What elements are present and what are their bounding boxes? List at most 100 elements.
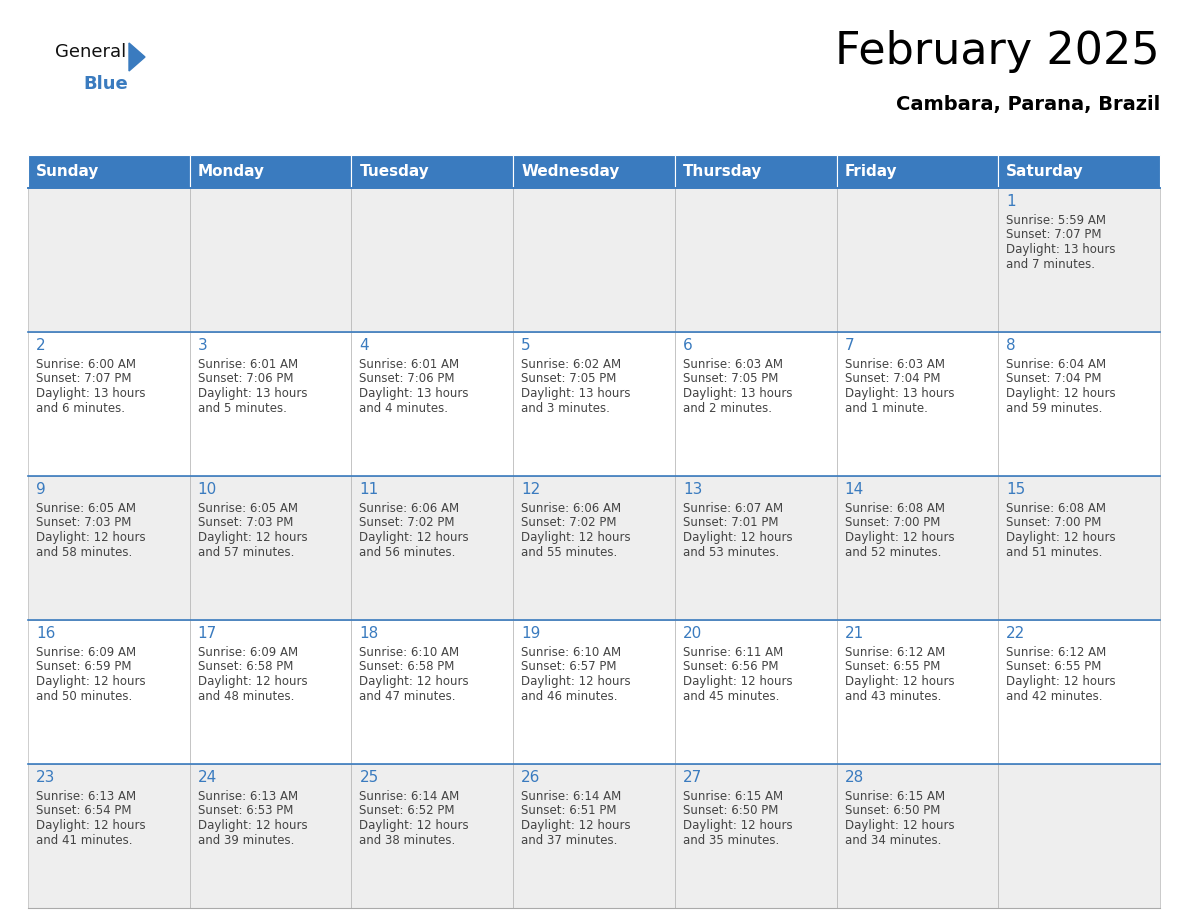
Text: February 2025: February 2025	[835, 30, 1159, 73]
Text: and 55 minutes.: and 55 minutes.	[522, 545, 618, 558]
Text: Sunday: Sunday	[36, 164, 100, 179]
Text: Sunrise: 6:03 AM: Sunrise: 6:03 AM	[683, 358, 783, 371]
Text: Daylight: 12 hours: Daylight: 12 hours	[1006, 675, 1116, 688]
Text: Daylight: 12 hours: Daylight: 12 hours	[197, 819, 308, 832]
Text: and 5 minutes.: and 5 minutes.	[197, 401, 286, 415]
Text: 8: 8	[1006, 338, 1016, 353]
Text: Daylight: 12 hours: Daylight: 12 hours	[845, 531, 954, 544]
Text: and 1 minute.: and 1 minute.	[845, 401, 928, 415]
Bar	[998, 476, 1159, 620]
Bar	[998, 620, 1159, 764]
Text: Sunrise: 6:13 AM: Sunrise: 6:13 AM	[36, 790, 137, 803]
Text: Sunset: 6:53 PM: Sunset: 6:53 PM	[197, 804, 293, 818]
Text: Daylight: 12 hours: Daylight: 12 hours	[522, 819, 631, 832]
Text: and 50 minutes.: and 50 minutes.	[36, 689, 132, 702]
Bar	[998, 188, 1159, 332]
Text: Daylight: 12 hours: Daylight: 12 hours	[197, 531, 308, 544]
Text: Sunrise: 6:14 AM: Sunrise: 6:14 AM	[522, 790, 621, 803]
Text: and 43 minutes.: and 43 minutes.	[845, 689, 941, 702]
Text: Sunrise: 6:02 AM: Sunrise: 6:02 AM	[522, 358, 621, 371]
Text: Daylight: 12 hours: Daylight: 12 hours	[360, 675, 469, 688]
Text: and 52 minutes.: and 52 minutes.	[845, 545, 941, 558]
Text: Daylight: 13 hours: Daylight: 13 hours	[683, 387, 792, 400]
Bar	[29, 155, 190, 188]
Bar	[513, 155, 675, 188]
Polygon shape	[129, 43, 145, 71]
Text: Sunrise: 6:08 AM: Sunrise: 6:08 AM	[845, 502, 944, 515]
Text: Saturday: Saturday	[1006, 164, 1083, 179]
Text: Daylight: 12 hours: Daylight: 12 hours	[36, 531, 146, 544]
Text: and 41 minutes.: and 41 minutes.	[36, 834, 133, 846]
Text: Sunrise: 6:10 AM: Sunrise: 6:10 AM	[360, 646, 460, 659]
Bar	[675, 476, 836, 620]
Text: and 56 minutes.: and 56 minutes.	[360, 545, 456, 558]
Text: and 4 minutes.: and 4 minutes.	[360, 401, 448, 415]
Bar	[513, 332, 675, 476]
Text: Sunset: 6:57 PM: Sunset: 6:57 PM	[522, 660, 617, 674]
Text: 7: 7	[845, 338, 854, 353]
Text: Sunset: 6:50 PM: Sunset: 6:50 PM	[845, 804, 940, 818]
Bar	[29, 476, 190, 620]
Text: 19: 19	[522, 626, 541, 641]
Text: 1: 1	[1006, 194, 1016, 209]
Text: Sunset: 6:56 PM: Sunset: 6:56 PM	[683, 660, 778, 674]
Text: and 38 minutes.: and 38 minutes.	[360, 834, 456, 846]
Text: Daylight: 12 hours: Daylight: 12 hours	[845, 675, 954, 688]
Text: Sunrise: 6:06 AM: Sunrise: 6:06 AM	[522, 502, 621, 515]
Text: Sunset: 6:54 PM: Sunset: 6:54 PM	[36, 804, 132, 818]
Text: Sunrise: 6:12 AM: Sunrise: 6:12 AM	[1006, 646, 1106, 659]
Text: 17: 17	[197, 626, 217, 641]
Text: Sunset: 7:03 PM: Sunset: 7:03 PM	[36, 517, 132, 530]
Text: and 57 minutes.: and 57 minutes.	[197, 545, 295, 558]
Text: 21: 21	[845, 626, 864, 641]
Bar	[675, 155, 836, 188]
Text: and 46 minutes.: and 46 minutes.	[522, 689, 618, 702]
Bar	[352, 188, 513, 332]
Bar	[190, 620, 352, 764]
Text: Sunset: 7:07 PM: Sunset: 7:07 PM	[1006, 229, 1101, 241]
Text: and 3 minutes.: and 3 minutes.	[522, 401, 609, 415]
Bar	[352, 332, 513, 476]
Bar	[836, 476, 998, 620]
Bar	[190, 188, 352, 332]
Text: Daylight: 12 hours: Daylight: 12 hours	[683, 675, 792, 688]
Text: Daylight: 12 hours: Daylight: 12 hours	[683, 531, 792, 544]
Bar	[998, 155, 1159, 188]
Text: Sunrise: 6:10 AM: Sunrise: 6:10 AM	[522, 646, 621, 659]
Text: 2: 2	[36, 338, 45, 353]
Bar	[836, 332, 998, 476]
Text: Sunset: 7:03 PM: Sunset: 7:03 PM	[197, 517, 293, 530]
Text: 26: 26	[522, 770, 541, 785]
Text: Sunrise: 6:13 AM: Sunrise: 6:13 AM	[197, 790, 298, 803]
Text: Sunrise: 6:03 AM: Sunrise: 6:03 AM	[845, 358, 944, 371]
Text: 25: 25	[360, 770, 379, 785]
Text: Sunrise: 6:04 AM: Sunrise: 6:04 AM	[1006, 358, 1106, 371]
Text: Daylight: 12 hours: Daylight: 12 hours	[360, 531, 469, 544]
Bar	[836, 188, 998, 332]
Bar	[675, 332, 836, 476]
Text: Sunset: 7:05 PM: Sunset: 7:05 PM	[522, 373, 617, 386]
Text: 5: 5	[522, 338, 531, 353]
Text: Daylight: 12 hours: Daylight: 12 hours	[197, 675, 308, 688]
Text: and 37 minutes.: and 37 minutes.	[522, 834, 618, 846]
Text: Sunrise: 6:15 AM: Sunrise: 6:15 AM	[845, 790, 944, 803]
Text: Daylight: 13 hours: Daylight: 13 hours	[522, 387, 631, 400]
Text: Sunrise: 6:14 AM: Sunrise: 6:14 AM	[360, 790, 460, 803]
Text: Sunset: 6:58 PM: Sunset: 6:58 PM	[197, 660, 293, 674]
Text: 9: 9	[36, 482, 46, 497]
Text: 28: 28	[845, 770, 864, 785]
Text: Sunrise: 6:05 AM: Sunrise: 6:05 AM	[36, 502, 135, 515]
Text: Sunrise: 5:59 AM: Sunrise: 5:59 AM	[1006, 214, 1106, 227]
Bar	[998, 332, 1159, 476]
Text: and 42 minutes.: and 42 minutes.	[1006, 689, 1102, 702]
Bar	[190, 476, 352, 620]
Bar	[352, 620, 513, 764]
Text: Daylight: 13 hours: Daylight: 13 hours	[197, 387, 308, 400]
Text: 13: 13	[683, 482, 702, 497]
Text: Sunrise: 6:07 AM: Sunrise: 6:07 AM	[683, 502, 783, 515]
Text: Daylight: 12 hours: Daylight: 12 hours	[36, 819, 146, 832]
Text: and 2 minutes.: and 2 minutes.	[683, 401, 772, 415]
Text: 15: 15	[1006, 482, 1025, 497]
Text: Sunset: 6:55 PM: Sunset: 6:55 PM	[1006, 660, 1101, 674]
Text: 18: 18	[360, 626, 379, 641]
